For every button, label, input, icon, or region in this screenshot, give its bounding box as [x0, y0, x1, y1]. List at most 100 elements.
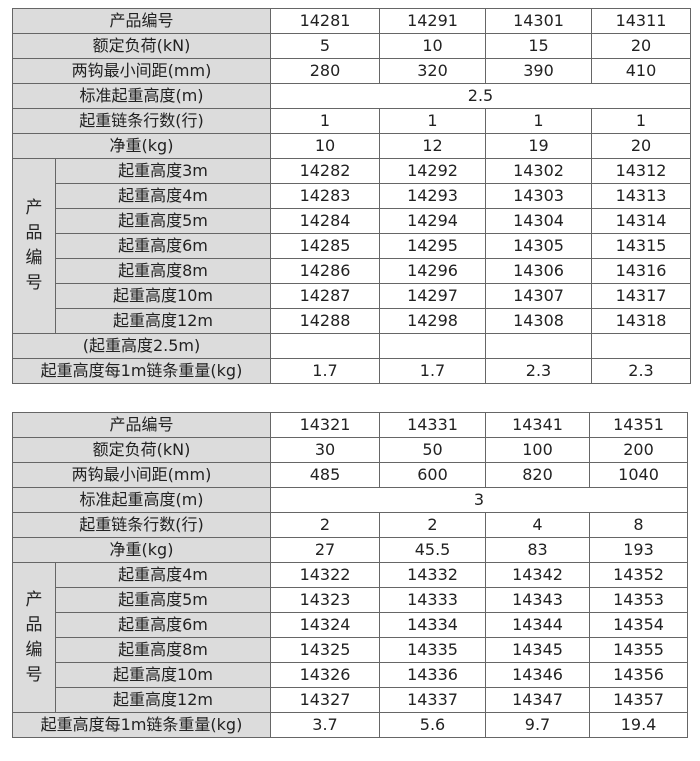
value-cell: 83	[485, 537, 591, 563]
value-cell: 10	[270, 133, 381, 159]
value-cell: 20	[591, 133, 692, 159]
row-label: 起重高度4m	[54, 562, 272, 588]
product-number-row: 起重高度6m 14324 14334 14344 14354	[13, 612, 689, 638]
model-number: 14311	[591, 8, 692, 34]
value-cell: 200	[589, 437, 689, 463]
product-number-row: 起重高度5m 14323 14333 14343 14353	[13, 587, 689, 613]
spec-row: 两钩最小间距(mm) 485 600 820 1040	[11, 462, 689, 488]
product-number-row: 起重高度4m 14283 14293 14303 14313	[13, 183, 692, 209]
row-label: (起重高度2.5m)	[11, 333, 272, 359]
value-cell: 14297	[379, 283, 487, 309]
group-label-char: 编	[25, 639, 43, 660]
value-cell: 410	[591, 58, 692, 84]
value-cell: 14286	[270, 258, 381, 284]
value-cell: 14312	[591, 158, 692, 184]
row-label: 产品编号	[11, 8, 272, 34]
value-cell: 390	[485, 58, 593, 84]
value-cell: 14316	[591, 258, 692, 284]
value-cell: 30	[270, 437, 381, 463]
product-number-row: 起重高度12m 14288 14298 14308 14318	[13, 308, 692, 334]
value-cell: 14288	[270, 308, 381, 334]
group-label-char: 编	[25, 248, 43, 268]
value-cell: 14313	[591, 183, 692, 209]
value-cell: 5	[270, 33, 381, 59]
row-label: 起重高度每1m链条重量(kg)	[11, 358, 272, 384]
row-label: 起重高度8m	[54, 258, 272, 284]
value-cell: 14337	[379, 687, 487, 713]
value-cell: 14353	[589, 587, 689, 613]
product-number-row: 起重高度10m 14326 14336 14346 14356	[13, 662, 689, 688]
value-cell: 14326	[270, 662, 381, 688]
value-cell: 1	[379, 108, 487, 134]
value-cell: 14342	[485, 562, 591, 588]
model-number: 14301	[485, 8, 593, 34]
row-label: 起重高度每1m链条重量(kg)	[11, 712, 272, 738]
value-cell: 14318	[591, 308, 692, 334]
spec-row: 标准起重高度(m) 3	[11, 487, 689, 513]
row-label: 两钩最小间距(mm)	[11, 58, 272, 84]
product-number-row: 产品编号起重高度3m 14282 14292 14302 14312	[12, 158, 692, 334]
value-cell: 50	[379, 437, 487, 463]
row-label: 净重(kg)	[11, 537, 272, 563]
value-cell: 14346	[485, 662, 591, 688]
spec-table-2: 产品编号 14321 14331 14341 14351 额定负荷(kN) 30 50 100 2…	[11, 412, 689, 738]
value-cell: 14314	[591, 208, 692, 234]
value-cell: 14357	[589, 687, 689, 713]
row-label: 产品编号	[11, 412, 272, 438]
group-label-product-number: 产品编号	[12, 158, 56, 334]
value-cell: 14333	[379, 587, 487, 613]
model-number: 14351	[589, 412, 689, 438]
product-number-row: 起重高度12m 14327 14337 14347 14357	[13, 687, 689, 713]
value-cell: 14327	[270, 687, 381, 713]
footer-row: 起重高度每1m链条重量(kg) 1.7 1.7 2.3 2.3	[11, 358, 692, 384]
model-number: 14291	[379, 8, 487, 34]
row-label: 起重高度3m	[54, 158, 272, 184]
value-cell: 27	[270, 537, 381, 563]
header-row: 产品编号 14281 14291 14301 14311	[11, 8, 692, 34]
product-number-row: 产品编号起重高度4m 14322 14332 14342 14352	[12, 562, 689, 713]
value-cell: 14307	[485, 283, 593, 309]
value-cell: 14325	[270, 637, 381, 663]
value-cell: 14332	[379, 562, 487, 588]
value-cell: 14282	[270, 158, 381, 184]
group-label-char: 号	[25, 273, 43, 293]
value-cell: 2	[379, 512, 487, 538]
group-label-char: 产	[25, 589, 43, 610]
value-cell: 14292	[379, 158, 487, 184]
model-number: 14341	[485, 412, 591, 438]
value-cell: 14344	[485, 612, 591, 638]
product-number-row: 起重高度5m 14284 14294 14304 14314	[13, 208, 692, 234]
value-cell: 14355	[589, 637, 689, 663]
value-cell: 14296	[379, 258, 487, 284]
header-row: 产品编号 14321 14331 14341 14351	[11, 412, 689, 438]
row-label: 净重(kg)	[11, 133, 272, 159]
row-label: 标准起重高度(m)	[11, 83, 272, 109]
value-cell: 14345	[485, 637, 591, 663]
footer-row: 起重高度每1m链条重量(kg) 3.7 5.6 9.7 19.4	[11, 712, 689, 738]
row-label: 起重高度8m	[54, 637, 272, 663]
value-cell: 19.4	[589, 712, 689, 738]
model-number: 14321	[270, 412, 381, 438]
spec-table-1: 产品编号 14281 14291 14301 14311 额定负荷(kN) 5 10 15 20 两…	[11, 8, 692, 384]
row-label: 起重高度4m	[54, 183, 272, 209]
product-number-row: 起重高度10m 14287 14297 14307 14317	[13, 283, 692, 309]
value-cell: 14317	[591, 283, 692, 309]
row-label: 起重高度12m	[54, 687, 272, 713]
value-cell: 14352	[589, 562, 689, 588]
value-cell: 14304	[485, 208, 593, 234]
value-cell: 3.7	[270, 712, 381, 738]
value-cell: 14322	[270, 562, 381, 588]
row-label: 起重高度5m	[54, 587, 272, 613]
value-cell: 14356	[589, 662, 689, 688]
value-cell: 2	[270, 512, 381, 538]
value-cell: 20	[591, 33, 692, 59]
row-label: 额定负荷(kN)	[11, 33, 272, 59]
row-label: 起重链条行数(行)	[11, 108, 272, 134]
value-cell: 280	[270, 58, 381, 84]
row-label: 起重高度5m	[54, 208, 272, 234]
spec-row: 起重链条行数(行) 2 2 4 8	[11, 512, 689, 538]
value-cell: 10	[379, 33, 487, 59]
group-label-char: 产	[25, 198, 43, 218]
product-number-row: 起重高度8m 14325 14335 14345 14355	[13, 637, 689, 663]
row-label: 起重高度6m	[54, 233, 272, 259]
